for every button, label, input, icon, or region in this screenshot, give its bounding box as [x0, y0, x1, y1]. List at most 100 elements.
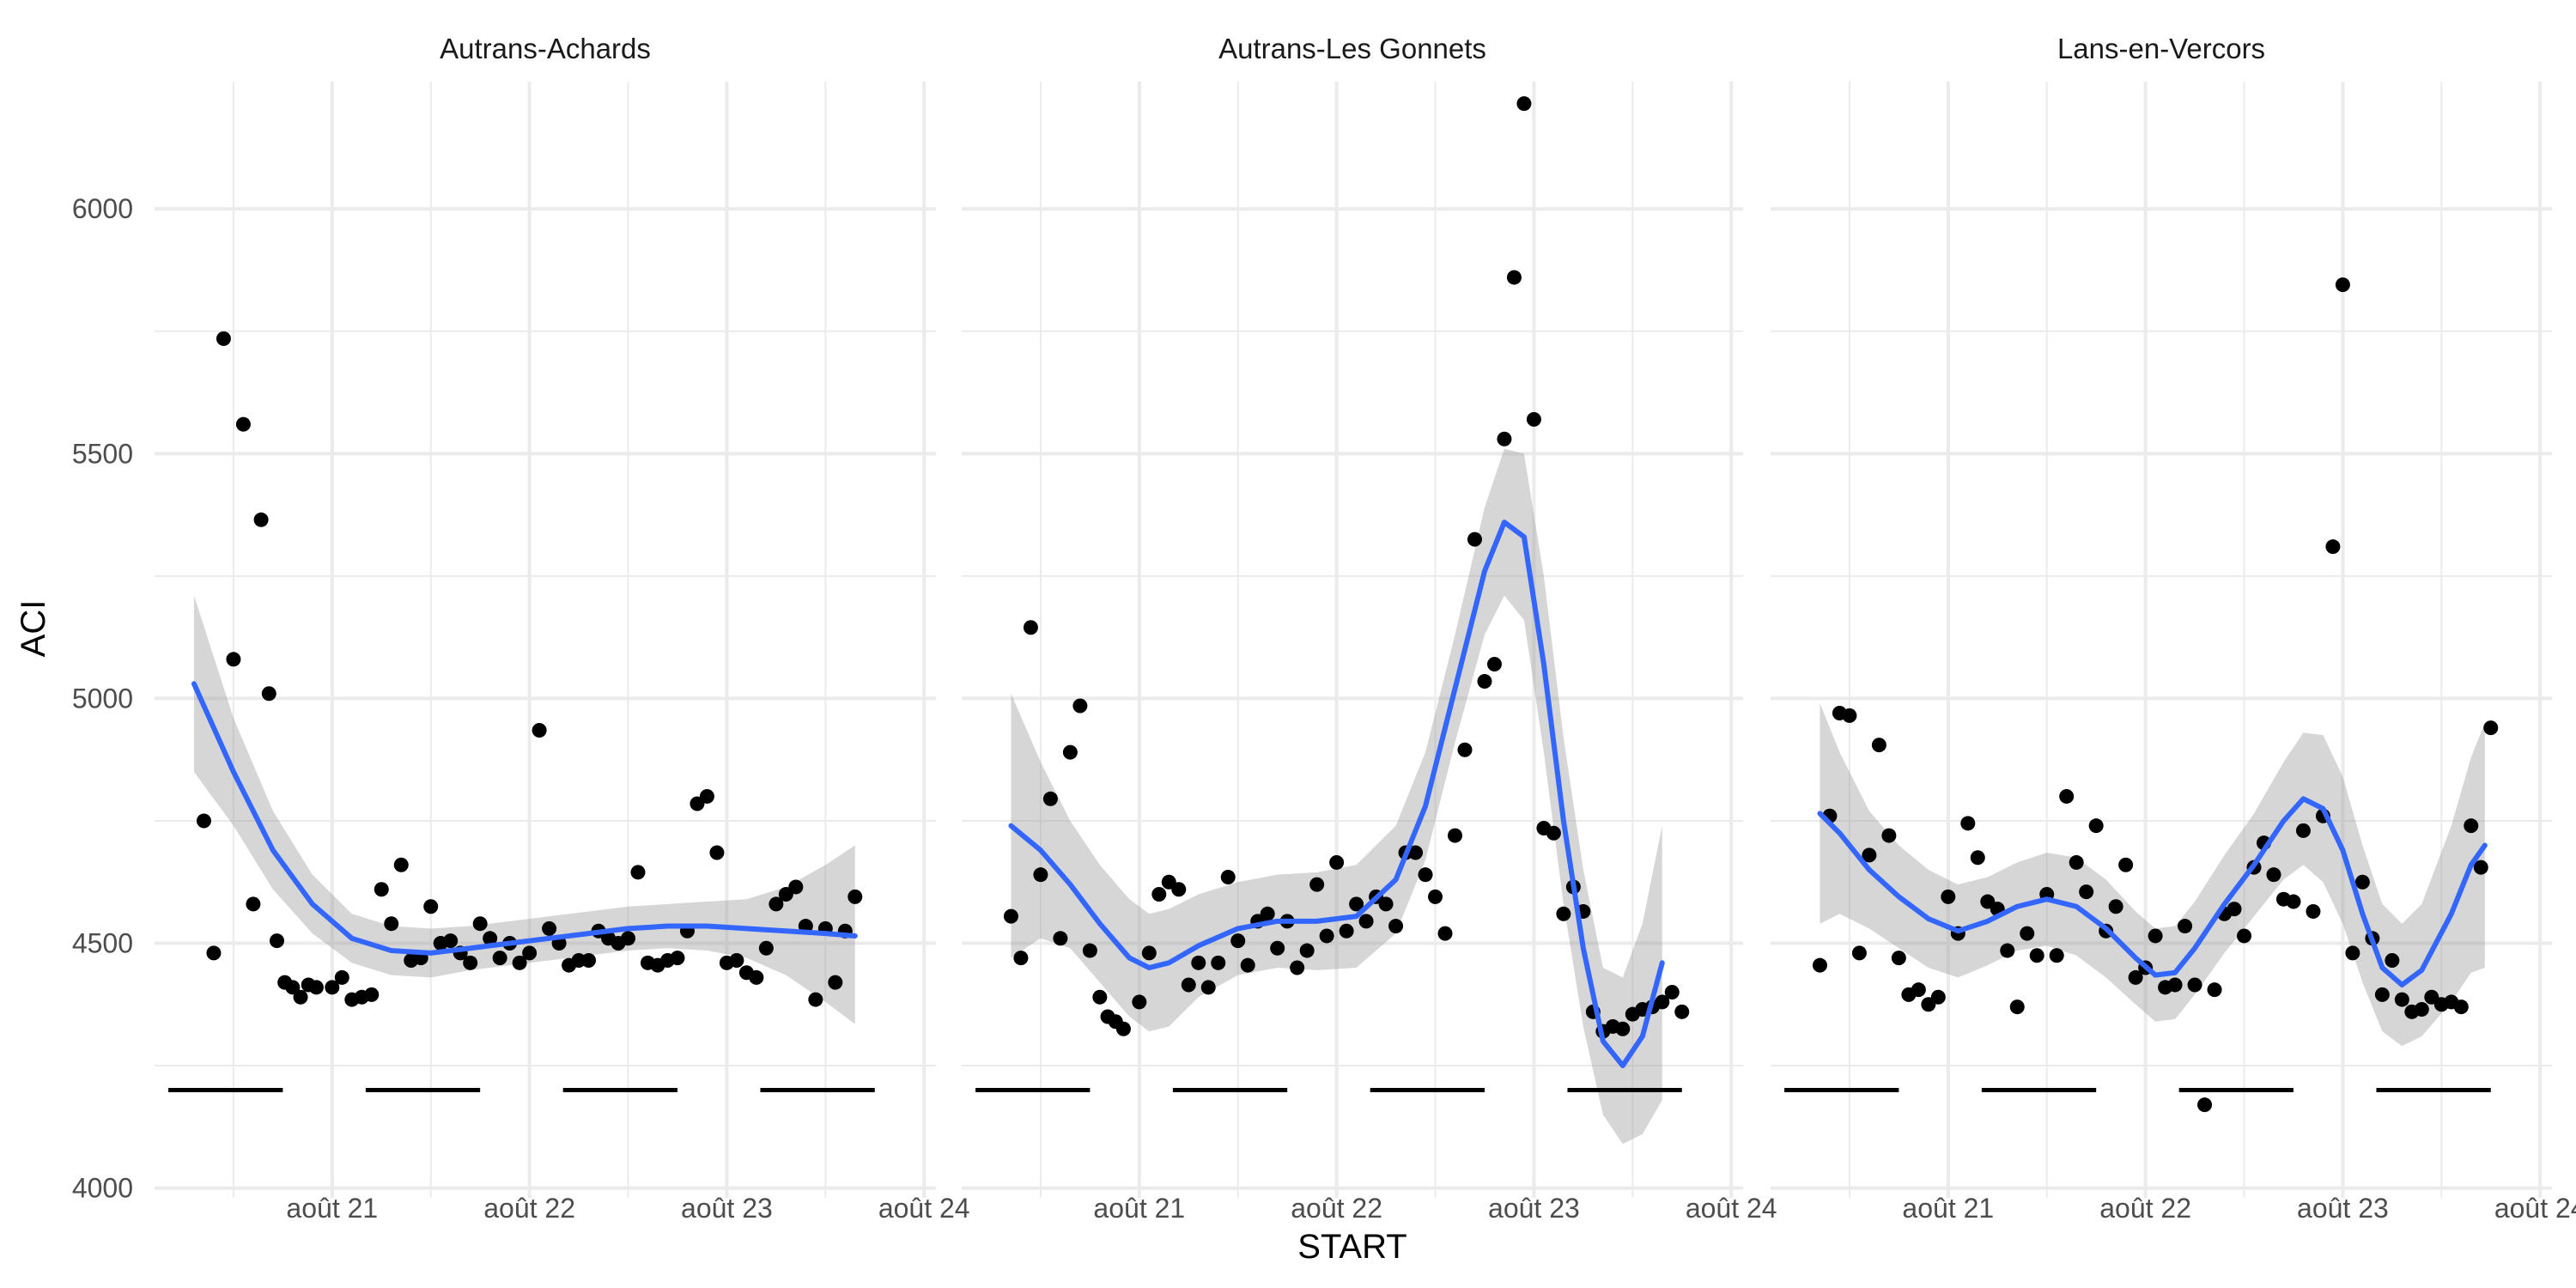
- data-point: [2227, 902, 2242, 917]
- data-point: [749, 969, 764, 985]
- data-point: [2079, 884, 2094, 900]
- x-tick-label: août 23: [681, 1193, 773, 1224]
- smooth-line: [1008, 519, 1665, 1069]
- x-axis-title: START: [1297, 1228, 1406, 1266]
- data-point: [1181, 977, 1196, 993]
- data-point: [2464, 818, 2479, 834]
- data-point: [1477, 673, 1492, 689]
- x-tick-label: août 23: [2297, 1193, 2389, 1224]
- data-point: [1132, 994, 1147, 1010]
- data-point: [1115, 1021, 1131, 1036]
- data-point: [1941, 889, 1956, 904]
- facet-title: Autrans-Les Gonnets: [1218, 33, 1486, 64]
- data-point: [364, 987, 380, 1002]
- data-point: [1871, 738, 1886, 753]
- data-point: [1516, 96, 1532, 112]
- data-point: [1970, 850, 1985, 866]
- data-point: [2237, 928, 2252, 944]
- data-point: [285, 980, 301, 995]
- data-point: [1437, 926, 1453, 941]
- data-point: [492, 951, 507, 966]
- y-tick-label: 4500: [72, 928, 133, 959]
- data-point: [423, 899, 439, 914]
- smooth-line: [191, 681, 858, 956]
- data-point: [2385, 952, 2400, 968]
- data-point: [1447, 828, 1462, 843]
- data-point: [2000, 943, 2015, 958]
- facet-title: Lans-en-Vercors: [2057, 33, 2265, 64]
- data-point: [769, 896, 784, 912]
- data-point: [709, 845, 725, 860]
- data-point: [1082, 943, 1097, 958]
- data-point: [2088, 818, 2104, 834]
- data-point: [670, 951, 685, 966]
- data-point: [206, 945, 222, 961]
- data-point: [1674, 1004, 1690, 1019]
- data-point: [1655, 994, 1670, 1010]
- data-point: [1003, 908, 1018, 924]
- data-point: [2118, 857, 2134, 872]
- x-tick-label: août 24: [1686, 1193, 1777, 1224]
- data-point: [1546, 825, 1561, 841]
- data-point: [2325, 539, 2341, 555]
- data-point: [1349, 896, 1364, 912]
- data-point: [1497, 431, 1512, 447]
- data-point: [2069, 854, 2084, 870]
- data-point: [1664, 985, 1680, 1000]
- data-point: [2178, 919, 2193, 934]
- facet-panel: Lans-en-Vercors août 21 août 22 août 23 août…: [1771, 33, 2576, 1224]
- data-point: [2029, 948, 2044, 963]
- data-point: [1053, 931, 1068, 946]
- data-point: [2207, 982, 2222, 998]
- data-point: [1200, 980, 1216, 995]
- grid: [962, 82, 1743, 1198]
- data-point: [581, 952, 597, 968]
- data-point: [1418, 867, 1433, 883]
- data-point: [2295, 823, 2311, 838]
- data-point: [1151, 886, 1167, 902]
- data-point: [269, 933, 284, 949]
- x-tick-label: août 22: [483, 1193, 575, 1224]
- data-point: [1930, 989, 1946, 1005]
- data-point: [1378, 896, 1394, 912]
- data-point: [2108, 899, 2123, 914]
- data-point: [2374, 987, 2390, 1002]
- data-point: [2128, 969, 2143, 985]
- data-point: [828, 975, 843, 990]
- data-point: [1230, 933, 1246, 949]
- data-point: [1457, 742, 1473, 757]
- x-tick-label: août 21: [286, 1193, 378, 1224]
- data-point: [2167, 977, 2183, 993]
- data-point: [1408, 845, 1424, 860]
- data-point: [293, 989, 308, 1005]
- data-point: [196, 813, 211, 829]
- data-point: [2197, 1097, 2213, 1113]
- data-point: [1270, 940, 1285, 956]
- data-point: [1072, 698, 1088, 714]
- data-point: [1506, 270, 1522, 285]
- grid: [155, 82, 936, 1198]
- data-point: [1358, 914, 1374, 929]
- x-tick-label: août 24: [878, 1193, 970, 1224]
- data-point: [1329, 854, 1345, 870]
- data-point: [261, 686, 276, 702]
- y-tick-label: 6000: [72, 193, 133, 224]
- data-point: [483, 931, 498, 946]
- data-point: [1467, 532, 1482, 547]
- x-tick-label: août 22: [2099, 1193, 2191, 1224]
- data-point: [699, 788, 714, 804]
- data-point: [532, 722, 547, 738]
- data-point: [1960, 816, 1976, 831]
- data-point: [1220, 870, 1236, 885]
- data-point: [1615, 1021, 1631, 1036]
- data-point: [253, 512, 269, 527]
- data-point: [1911, 982, 1926, 998]
- data-point: [393, 857, 409, 872]
- facet-title: Autrans-Achards: [440, 33, 651, 64]
- data-point: [1556, 906, 1571, 921]
- confidence-band: [1820, 703, 2485, 1047]
- data-point: [1881, 828, 1897, 843]
- data-point: [1319, 928, 1334, 944]
- data-point: [2286, 894, 2301, 909]
